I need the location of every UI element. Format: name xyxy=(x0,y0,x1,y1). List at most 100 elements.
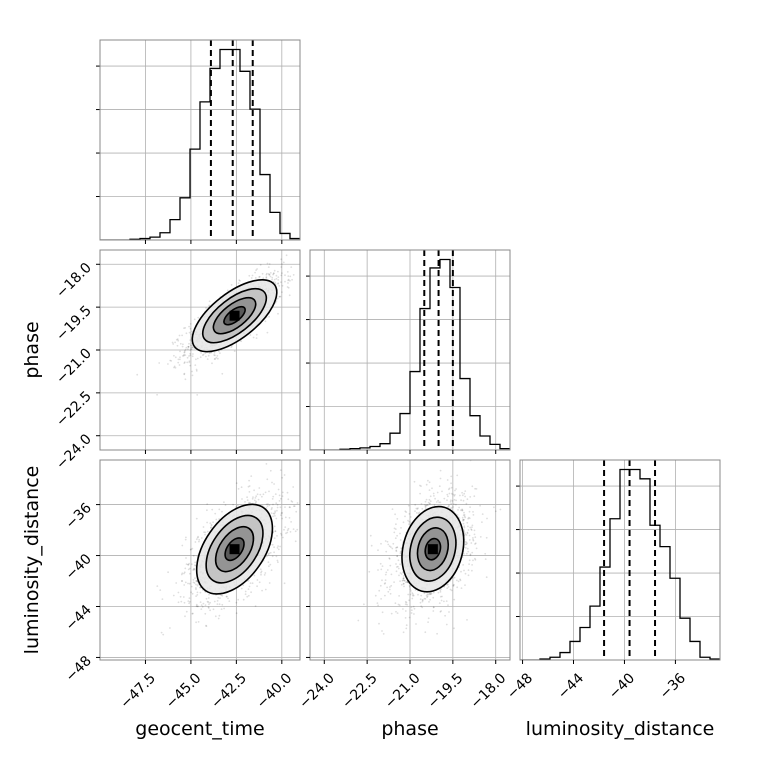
scatter-point xyxy=(264,588,267,591)
scatter-point xyxy=(429,500,432,503)
scatter-point xyxy=(380,542,382,545)
scatter-point xyxy=(216,600,219,602)
scatter-point xyxy=(189,567,191,570)
scatter-point xyxy=(472,511,474,513)
scatter-point xyxy=(190,348,193,350)
scatter-point xyxy=(388,545,391,548)
scatter-point xyxy=(265,276,268,278)
scatter-point xyxy=(191,346,194,349)
scatter-point xyxy=(206,521,209,524)
scatter-point xyxy=(188,331,191,334)
scatter-point xyxy=(397,603,400,606)
scatter-point xyxy=(278,295,281,298)
scatter-point xyxy=(265,277,268,279)
scatter-point xyxy=(393,531,396,534)
scatter-point xyxy=(263,574,266,576)
scatter-point xyxy=(184,378,187,381)
scatter-point xyxy=(173,365,176,368)
scatter-point xyxy=(183,571,186,574)
scatter-point xyxy=(196,584,199,587)
scatter-point xyxy=(472,559,474,562)
scatter-point xyxy=(194,577,196,580)
scatter-point xyxy=(397,565,399,568)
scatter-point xyxy=(187,563,190,566)
scatter-point xyxy=(266,505,269,507)
scatter-point xyxy=(415,512,418,514)
scatter-point xyxy=(457,580,460,583)
scatter-point xyxy=(464,490,467,492)
scatter-point xyxy=(201,605,204,608)
scatter-point xyxy=(281,491,284,494)
scatter-point xyxy=(485,576,488,579)
scatter-point xyxy=(255,269,257,271)
scatter-point xyxy=(202,602,205,605)
scatter-point xyxy=(183,327,185,329)
scatter-point xyxy=(182,354,185,357)
scatter-point xyxy=(210,527,212,529)
scatter-point xyxy=(460,570,462,573)
scatter-point xyxy=(474,542,477,545)
scatter-point xyxy=(176,338,179,340)
scatter-point xyxy=(402,577,405,579)
scatter-point xyxy=(180,573,183,576)
scatter-point xyxy=(439,610,442,613)
scatter-point xyxy=(207,606,210,609)
panel-frame xyxy=(99,459,301,661)
scatter-point xyxy=(447,604,449,606)
scatter-point xyxy=(284,516,287,519)
scatter-point xyxy=(453,583,455,586)
scatter-point xyxy=(463,553,465,555)
scatter-point xyxy=(189,348,192,351)
scatter-point xyxy=(246,499,249,501)
scatter-point xyxy=(395,566,398,568)
scatter-point xyxy=(195,588,197,591)
scatter-point xyxy=(404,515,406,518)
scatter-point xyxy=(434,497,436,500)
scatter-point xyxy=(160,631,163,634)
scatter-point xyxy=(195,538,198,541)
scatter-point xyxy=(274,515,276,517)
scatter-point xyxy=(230,284,233,286)
scatter-point xyxy=(273,546,275,549)
scatter-point xyxy=(287,282,289,284)
scatter-point xyxy=(402,608,404,610)
scatter-point xyxy=(230,346,233,348)
scatter-point xyxy=(218,614,221,617)
scatter-point xyxy=(455,488,457,490)
scatter-point xyxy=(192,579,195,581)
scatter-point xyxy=(454,489,456,492)
y-axis-label-phase: phase xyxy=(21,321,43,378)
scatter-point xyxy=(445,600,448,602)
scatter-point xyxy=(260,570,263,573)
grid xyxy=(310,250,510,450)
scatter-point xyxy=(287,279,289,282)
scatter-point xyxy=(271,498,274,500)
scatter-point xyxy=(200,608,203,610)
scatter-point xyxy=(290,521,292,523)
scatter-point xyxy=(185,332,188,335)
scatter-point xyxy=(427,593,430,596)
scatter-point xyxy=(463,514,466,516)
scatter-point xyxy=(185,563,188,565)
hist-panel-geocent_time xyxy=(96,39,301,244)
scatter-point xyxy=(407,504,410,507)
scatter-point xyxy=(247,588,250,590)
scatter-point xyxy=(210,524,213,527)
scatter-point xyxy=(192,554,195,557)
scatter-point xyxy=(264,491,267,494)
scatter-point xyxy=(428,489,431,491)
scatter-point xyxy=(191,612,194,615)
scatter-point xyxy=(255,500,257,503)
scatter-point xyxy=(388,557,391,560)
scatter-point xyxy=(216,355,219,357)
scatter-point xyxy=(420,503,423,505)
scatter-point xyxy=(224,504,227,506)
scatter-point xyxy=(280,266,283,268)
scatter-point xyxy=(402,577,405,580)
scatter-point xyxy=(450,506,453,509)
scatter-point xyxy=(399,563,401,566)
scatter-point xyxy=(265,507,268,509)
scatter-point xyxy=(435,501,438,503)
scatter-point xyxy=(269,275,272,278)
